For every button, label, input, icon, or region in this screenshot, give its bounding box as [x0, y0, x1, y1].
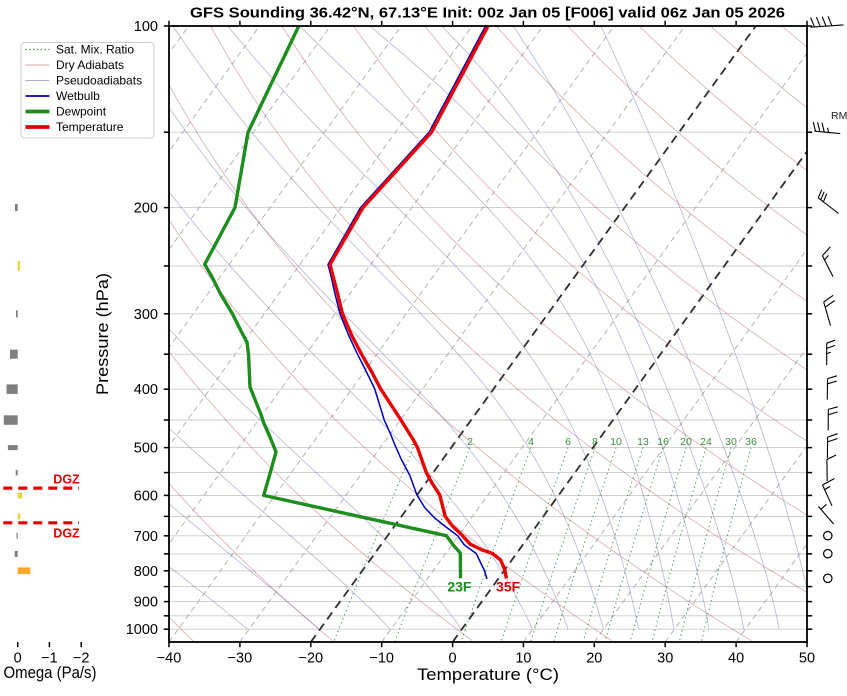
svg-text:RM: RM [831, 110, 847, 122]
svg-text:Dewpoint: Dewpoint [56, 105, 107, 119]
svg-text:Temperature: Temperature [56, 120, 124, 134]
svg-text:Wetbulb: Wetbulb [56, 89, 100, 103]
svg-text:800: 800 [134, 564, 158, 580]
svg-text:35F: 35F [496, 579, 521, 595]
svg-text:600: 600 [134, 488, 158, 504]
svg-text:23F: 23F [447, 579, 472, 595]
svg-text:20: 20 [586, 651, 602, 667]
svg-text:1000: 1000 [126, 622, 158, 638]
svg-text:100: 100 [134, 19, 158, 35]
svg-text:900: 900 [134, 595, 158, 611]
svg-text:Omega (Pa/s): Omega (Pa/s) [4, 664, 97, 682]
svg-text:30: 30 [657, 651, 673, 667]
svg-text:8: 8 [592, 436, 598, 448]
svg-text:20: 20 [680, 436, 692, 448]
svg-text:2: 2 [467, 436, 473, 448]
svg-text:24: 24 [700, 436, 712, 448]
svg-text:Pressure (hPa): Pressure (hPa) [94, 273, 112, 395]
svg-text:Pseudoadiabats: Pseudoadiabats [56, 74, 142, 88]
svg-text:13: 13 [637, 436, 649, 448]
svg-text:−30: −30 [228, 651, 253, 667]
svg-text:Dry Adiabats: Dry Adiabats [56, 58, 124, 72]
svg-text:10: 10 [515, 651, 531, 667]
svg-text:−10: −10 [369, 651, 394, 667]
svg-text:40: 40 [728, 651, 744, 667]
svg-text:DGZ: DGZ [53, 527, 80, 541]
svg-text:4: 4 [528, 436, 534, 448]
svg-text:16: 16 [657, 436, 669, 448]
svg-text:−2: −2 [73, 651, 90, 667]
svg-text:DGZ: DGZ [53, 473, 80, 487]
svg-text:36: 36 [745, 436, 757, 448]
svg-text:0: 0 [449, 651, 457, 667]
svg-text:−20: −20 [298, 651, 323, 667]
svg-text:−1: −1 [41, 651, 58, 667]
svg-text:300: 300 [134, 307, 158, 323]
svg-text:30: 30 [725, 436, 737, 448]
svg-text:−40: −40 [157, 651, 182, 667]
svg-text:0: 0 [14, 651, 22, 667]
svg-text:GFS Sounding 36.42°N, 67.13°E: GFS Sounding 36.42°N, 67.13°E Init: 00z … [190, 6, 785, 22]
svg-text:50: 50 [799, 651, 815, 667]
svg-text:200: 200 [134, 201, 158, 217]
svg-text:400: 400 [134, 382, 158, 398]
svg-text:700: 700 [134, 529, 158, 545]
svg-text:6: 6 [565, 436, 571, 448]
svg-text:Temperature (°C): Temperature (°C) [417, 666, 559, 684]
svg-text:10: 10 [610, 436, 622, 448]
svg-text:500: 500 [134, 441, 158, 457]
svg-text:Sat. Mix. Ratio: Sat. Mix. Ratio [56, 43, 134, 57]
